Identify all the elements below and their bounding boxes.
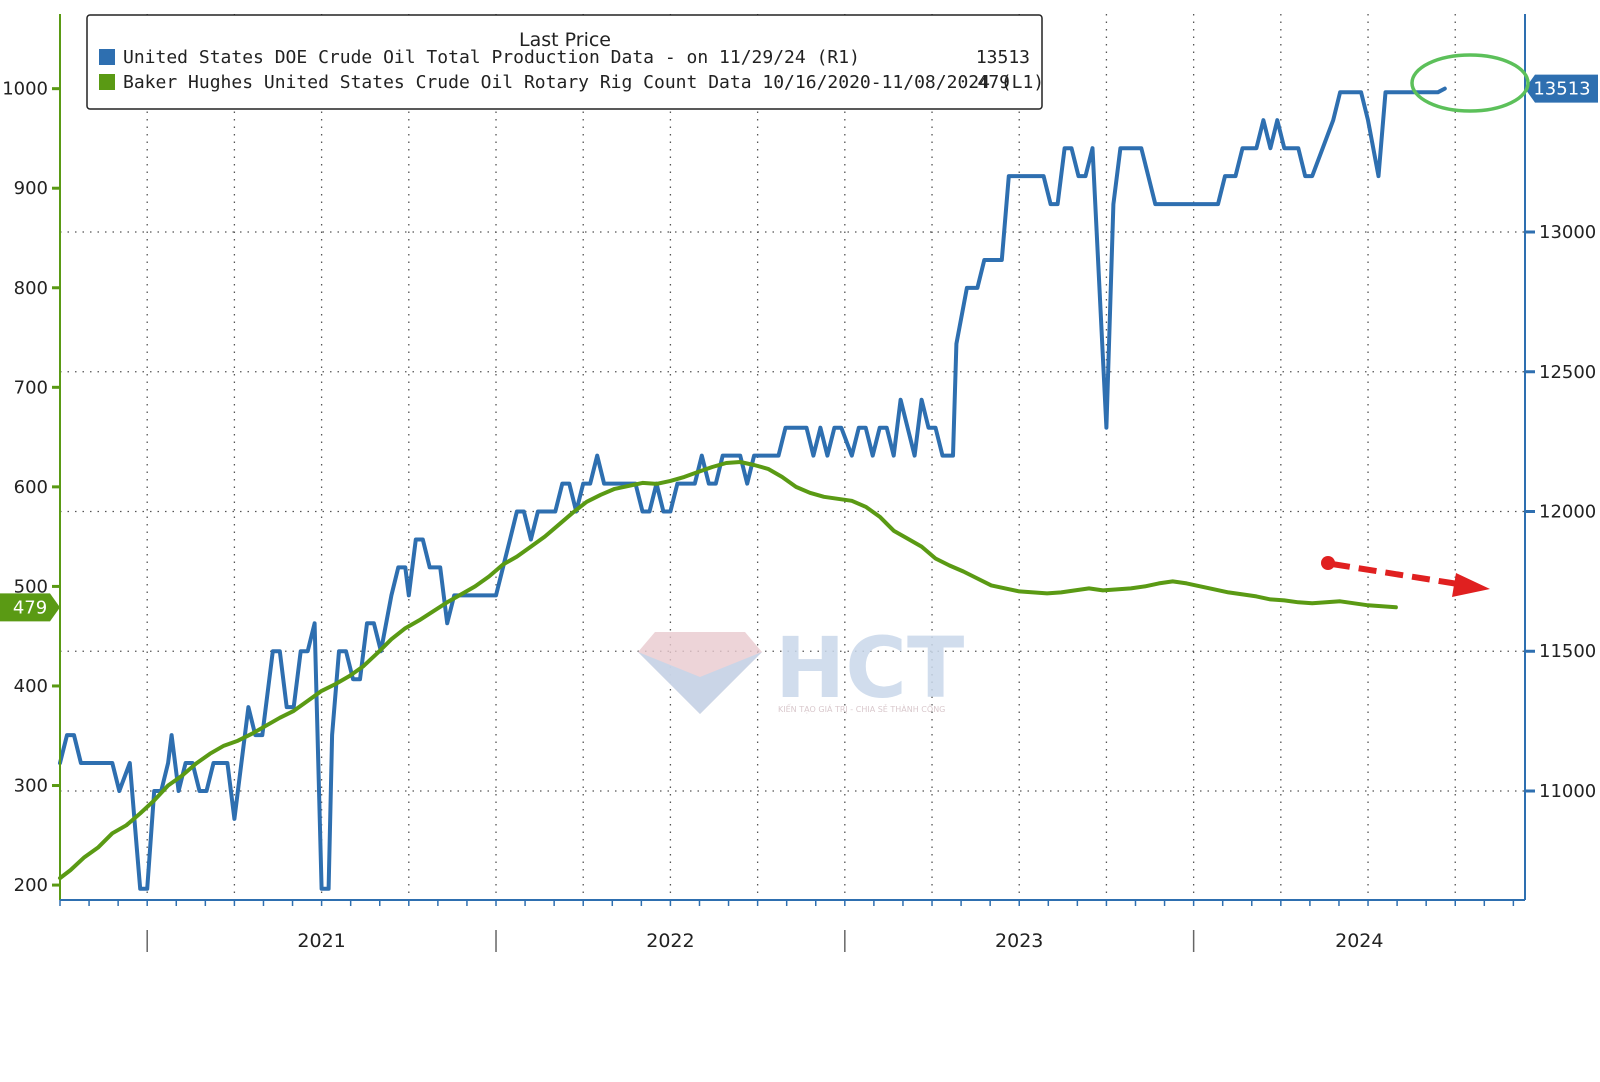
year-label: 2022 — [646, 930, 694, 952]
legend-swatch-production — [99, 49, 115, 65]
left-last-value-label: 479 — [13, 597, 47, 618]
year-label: 2023 — [995, 930, 1043, 952]
left-axis-tick-label: 200 — [14, 875, 48, 896]
highlight-ellipse — [1410, 53, 1530, 113]
year-label: 2024 — [1335, 930, 1383, 952]
axes: 200 300 400 500 600 700 800 900 1000 479 11000 1150… — [0, 14, 1598, 952]
series-layer — [58, 86, 1447, 891]
left-axis-tick-label: 700 — [14, 377, 48, 398]
rig-count-line — [58, 460, 1398, 881]
left-axis-tick-label: 800 — [14, 278, 48, 299]
legend-entry-rig-count: Baker Hughes United States Crude Oil Rot… — [123, 72, 1044, 93]
left-axis-tick-label: 600 — [14, 477, 48, 498]
legend-box — [86, 14, 1043, 110]
legend-value-rig-count: 479 — [977, 72, 1010, 93]
left-axis-tick-label: 400 — [14, 676, 48, 697]
right-last-value-badge — [1525, 74, 1598, 103]
annotations — [1321, 53, 1530, 597]
legend-title: Last Price — [519, 29, 611, 51]
left-axis-tick-label: 900 — [14, 178, 48, 199]
right-axis-tick-label: 13000 — [1539, 222, 1596, 243]
watermark-diamond-bottom — [638, 652, 762, 714]
trend-arrow-shaft — [1331, 561, 1459, 587]
production-line — [58, 86, 1447, 891]
trend-arrow-head — [1452, 573, 1490, 597]
right-last-value-label: 13513 — [1533, 79, 1590, 100]
right-axis-tick-label: 12000 — [1539, 502, 1596, 523]
left-axis-tick-label: 500 — [14, 576, 48, 597]
year-label: 2021 — [297, 930, 345, 952]
legend-value-production: 13513 — [976, 47, 1030, 68]
legend-entry-production: United States DOE Crude Oil Total Produc… — [123, 47, 860, 68]
right-axis-tick-label: 11500 — [1539, 641, 1596, 662]
legend-swatch-rig-count — [99, 74, 115, 90]
watermark-subtitle: KIẾN TẠO GIÁ TRỊ - CHIA SẺ THÀNH CÔNG — [778, 703, 945, 715]
watermark-text: HCT — [775, 619, 964, 717]
watermark-diamond-top — [638, 632, 762, 714]
left-axis-tick-label: 1000 — [2, 79, 48, 100]
right-axis-tick-label: 12500 — [1539, 362, 1596, 383]
left-last-value-badge — [0, 593, 60, 622]
left-axis-tick-label: 300 — [14, 776, 48, 797]
grid — [59, 14, 1525, 900]
trend-arrow-start-dot — [1321, 556, 1335, 570]
right-axis-tick-label: 11000 — [1539, 781, 1596, 802]
